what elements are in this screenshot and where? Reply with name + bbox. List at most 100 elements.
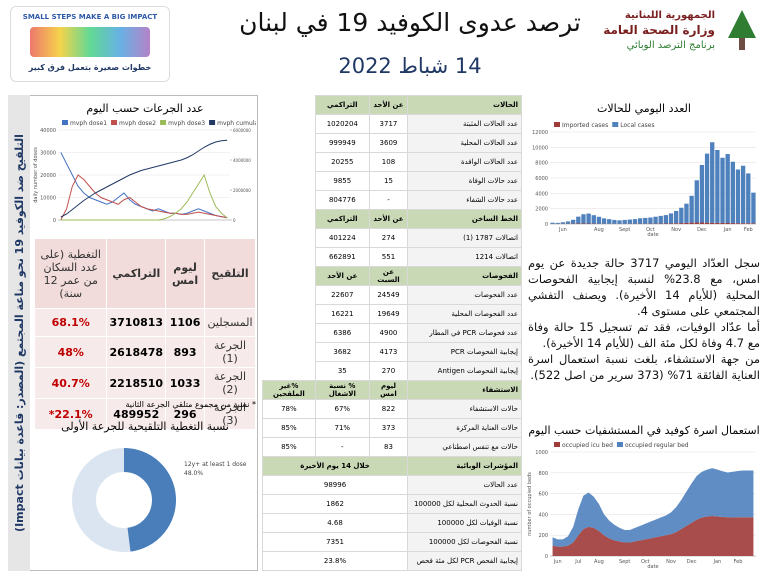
bar — [576, 216, 581, 224]
bar — [668, 223, 674, 224]
label-cell: الجرعة (3) — [204, 398, 256, 430]
bar — [699, 164, 705, 223]
x-tick-label: Jul — [574, 559, 581, 565]
campaign-ar: خطوات صغيرة بتعمل فرق كبير — [28, 63, 152, 72]
header-cell: الخط الساخن — [407, 209, 522, 229]
x-tick-label: Aug — [594, 227, 604, 233]
x-tick-label: Aug — [594, 559, 604, 565]
donut-title: نسبة التغطية التلقيحية للجرعة الأولى — [61, 420, 229, 433]
label-cell: إيجابية الفحوصات PCR — [407, 342, 522, 362]
label-cell: عدد الفحوصات — [407, 285, 522, 305]
legend-label: mvph dose3 — [168, 120, 205, 127]
legend-label: Local cases — [620, 122, 654, 129]
row: عدد الفحوصات المحلية 19649 16221 — [263, 304, 522, 324]
x-axis-label: date — [647, 564, 658, 570]
row: إيجابية الفحوصات PCR 4173 3682 — [263, 342, 522, 362]
donut-value: 48.0% — [184, 470, 203, 477]
value-cell: 274 — [368, 228, 409, 248]
bar — [658, 215, 663, 224]
row: حالات العناية المركزة 373 71% 85% — [262, 418, 522, 438]
row: المسجلين 1106 3710813 68.1% — [33, 308, 256, 337]
paragraph: أما عدّاد الوفيات، فقد تم تسجيل 15 حالة … — [528, 320, 760, 350]
legend-swatch — [616, 442, 623, 447]
bar — [740, 223, 746, 224]
y-tick-label: 30000 — [40, 151, 56, 157]
x-tick-label: Sept — [619, 559, 630, 565]
label-cell: حالات الاستشفاء — [407, 399, 522, 419]
bar — [710, 142, 715, 223]
donut-label: 12y+ at least 1 dose — [184, 461, 247, 468]
value-cell: 296 — [165, 398, 206, 430]
line — [60, 173, 228, 221]
x-tick-label: Oct — [641, 559, 650, 565]
header-cell: ليوم امس — [368, 380, 409, 400]
campaign-art — [30, 27, 150, 57]
label-cell: إيجابية الفحص PCR لكل مئة فحص — [407, 551, 522, 571]
bar — [715, 150, 720, 223]
value-cell: 551 — [368, 247, 409, 267]
bar — [581, 223, 586, 224]
bar — [674, 223, 679, 224]
value-cell: 35 — [314, 361, 370, 381]
x-axis-label: date — [647, 232, 658, 238]
legend-label: mvph dose2 — [119, 120, 156, 127]
value-cell: 48% — [33, 336, 108, 368]
row: نسبة الحدوث المحلية لكل 100000 1862 — [261, 494, 522, 514]
bar — [684, 222, 689, 224]
y-tick-label: 6000 — [535, 176, 548, 182]
area — [552, 468, 754, 547]
bar — [746, 173, 751, 224]
label-cell: عدد الفحوصات المحلية — [407, 304, 522, 324]
header-cell: % نسبة الاشغال — [314, 380, 370, 400]
value-cell: 85% — [262, 418, 316, 438]
bar — [596, 216, 602, 224]
header-cell: عن الأحد — [368, 209, 409, 229]
ministry-line: وزارة الصحة العامة — [603, 23, 715, 37]
value-cell: 67% — [314, 399, 370, 419]
x-tick-label: Feb — [744, 227, 753, 233]
bar — [715, 222, 720, 224]
y-tick-label: 0 — [53, 218, 56, 224]
x-tick-label: Feb — [734, 559, 743, 565]
value-cell: 3710813 — [106, 308, 167, 337]
value-cell: 804776 — [314, 190, 370, 210]
bar — [730, 223, 735, 224]
bar — [653, 216, 658, 224]
label-cell: نسبة الحدوث المحلية لكل 100000 — [407, 494, 522, 514]
value-cell: 2218510 — [106, 367, 167, 399]
row: الجرعة (2) 1033 2218510 40.7% — [33, 367, 256, 399]
legend-label: occupied regular bed — [625, 442, 689, 449]
bar — [648, 217, 653, 224]
bar — [560, 222, 566, 224]
value-cell: - — [314, 437, 370, 457]
vaccination-table: التلقيح ليوم امس التراكمي التغطية (على عدد … — [33, 238, 256, 430]
bar — [710, 222, 715, 224]
header-row: الحالات عن الأحد التراكمي — [263, 95, 522, 115]
campaign-en: SMALL STEPS MAKE A BIG IMPACT — [22, 13, 158, 21]
line — [60, 174, 228, 221]
bar — [679, 207, 684, 224]
x-tick-label: Oct — [646, 227, 655, 233]
row: اتصالات 1787 (1) 274 401224 — [263, 228, 522, 248]
value-cell: 71% — [314, 418, 370, 438]
value-cell: 20255 — [314, 152, 370, 172]
y-tick-label: 10000 — [532, 145, 548, 151]
y2-tick-label: 6000000 — [233, 128, 251, 133]
value-cell: 1020204 — [314, 114, 370, 134]
legend-swatch — [554, 442, 560, 447]
bar — [740, 165, 746, 224]
row: عدد الحالات المثبتة 3717 1020204 — [263, 114, 522, 134]
y-tick-label: 400 — [538, 512, 548, 518]
header-row: الخط الساخن عن الأحد التراكمي — [263, 209, 522, 229]
header-cell: المؤشرات الوبائية — [407, 456, 522, 476]
row: الجرعة (3) 296 489952 22.1%* — [33, 398, 256, 430]
bar — [699, 222, 705, 224]
header-cell: عن السبت — [368, 266, 409, 286]
legend-swatch — [209, 120, 216, 125]
header-row: الاستشفاء ليوم امس% نسبة الاشغال %غير المل… — [262, 380, 522, 400]
label-cell: حالات العناية المركزة — [407, 418, 522, 438]
value-cell: 822 — [368, 399, 409, 419]
header-row: الفحوصات عن السبت عن الأحد — [263, 266, 522, 286]
bar — [571, 219, 576, 224]
x-tick-label: Dec — [697, 227, 707, 233]
